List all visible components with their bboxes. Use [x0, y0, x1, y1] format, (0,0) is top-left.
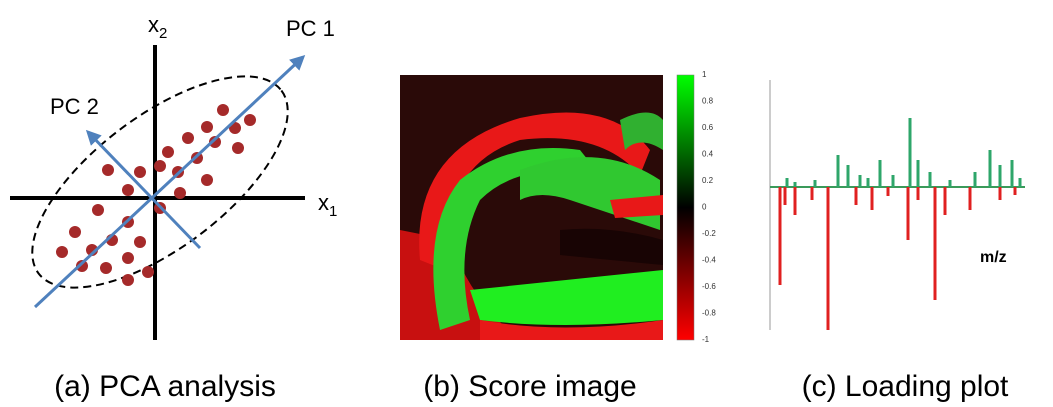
colorbar-tick-label: 0.4: [702, 150, 714, 159]
colorbar-tick-label: -0.2: [702, 229, 716, 238]
x1-label: x1: [318, 190, 337, 220]
colorbar-tick-label: 1: [702, 70, 707, 79]
panel-a: x2 x1 PC 1 PC 2 (a) PCA analysis: [0, 12, 337, 403]
caption: (b) Score image: [423, 370, 636, 403]
figure: x2 x1 PC 1 PC 2 (a) PCA analysis 1 0.8 0.6…: [0, 0, 1053, 407]
colorbar-tick-label: -1: [702, 335, 710, 344]
colorbar: [677, 75, 694, 340]
panel-c: m/z (c) Loading plot: [770, 80, 1025, 403]
colorbar-tick-label: -0.6: [702, 282, 716, 291]
colorbar-tick-label: 0.8: [702, 97, 714, 106]
colorbar-tick-label: 0.6: [702, 123, 714, 132]
pc2-label: PC 2: [50, 94, 99, 119]
colorbar-ticks: 1 0.8 0.6 0.4 0.2 0 -0.2 -0.4 -0.6 -0.8 -1: [702, 70, 716, 344]
colorbar-tick-label: -0.8: [702, 309, 716, 318]
x-axis-label: m/z: [980, 249, 1007, 266]
page: { "panel_a": { "axis_y_label": {"base": …: [0, 0, 1053, 407]
colorbar-tick-label: -0.4: [702, 256, 716, 265]
caption: (a) PCA analysis: [54, 370, 276, 403]
positive-loadings: [787, 118, 1020, 187]
ellipse: [0, 38, 321, 326]
x2-label: x2: [148, 12, 167, 42]
colorbar-tick-label: 0.2: [702, 176, 714, 185]
caption: (c) Loading plot: [802, 370, 1009, 403]
pc1-label: PC 1: [286, 16, 335, 41]
panel-b: 1 0.8 0.6 0.4 0.2 0 -0.2 -0.4 -0.6 -0.8 -1 (b) Sco…: [400, 70, 716, 403]
colorbar-tick-label: 0: [702, 203, 707, 212]
